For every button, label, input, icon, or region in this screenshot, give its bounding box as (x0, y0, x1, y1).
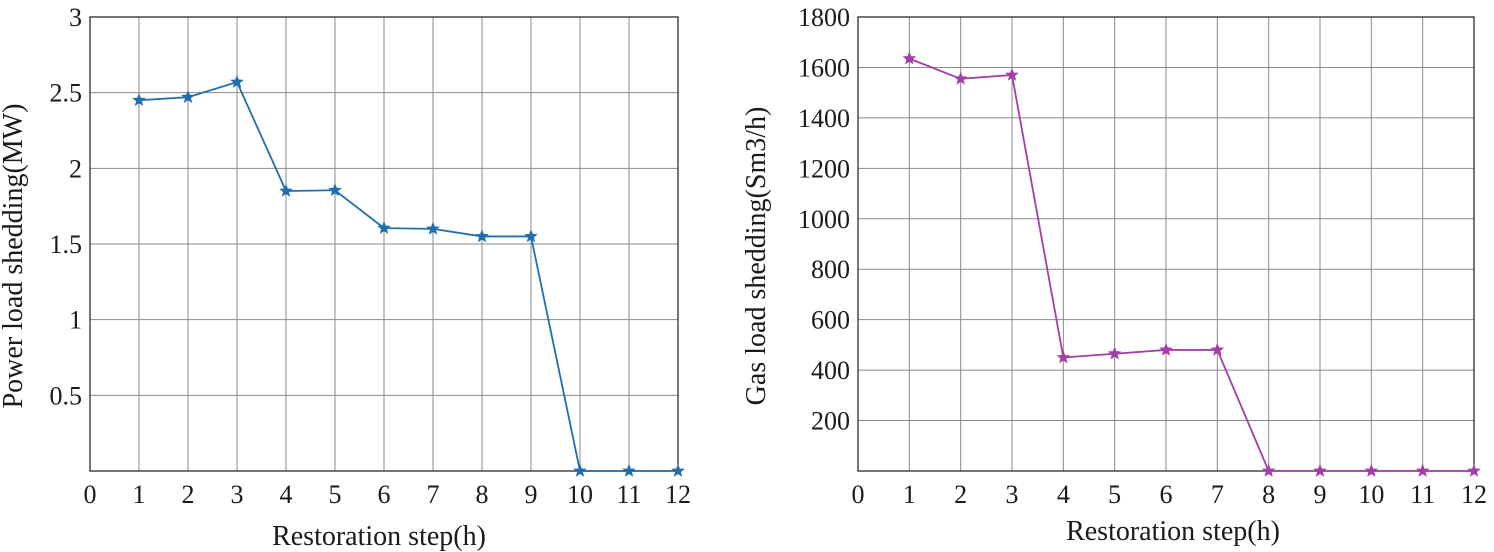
data-point-marker (671, 463, 685, 477)
data-point-marker (1005, 67, 1019, 81)
data-point-marker (622, 463, 636, 477)
x-tick-label: 0 (84, 480, 97, 509)
data-point-marker (426, 221, 440, 235)
x-tick-label: 10 (1358, 480, 1384, 509)
y-tick-label: 1200 (798, 154, 850, 183)
x-tick-label: 7 (427, 480, 440, 509)
data-point-marker (230, 74, 244, 88)
data-point-marker (1467, 463, 1481, 477)
x-tick-label: 6 (378, 480, 391, 509)
y-tick-label: 600 (811, 306, 850, 335)
x-tick-label: 6 (1160, 480, 1173, 509)
x-tick-label: 4 (280, 480, 293, 509)
y-tick-label: 1000 (798, 205, 850, 234)
x-tick-label: 8 (1262, 480, 1275, 509)
y-tick-label: 200 (811, 407, 850, 436)
x-tick-label: 11 (1410, 480, 1435, 509)
power-load-chart: 0 1 2 3 4 5 6 7 8 9 10 11 120.511.522.53Restoration … (0, 3, 691, 552)
x-tick-label: 2 (954, 480, 967, 509)
x-tick-label: 8 (476, 480, 489, 509)
series-line (909, 57, 1474, 472)
y-tick-label: 800 (811, 255, 850, 284)
y-tick-label: 2.5 (50, 79, 83, 108)
data-point-marker (377, 220, 391, 234)
data-point-marker (475, 229, 489, 243)
plot-frame (89, 16, 679, 472)
x-tick-label: 11 (616, 480, 641, 509)
x-tick-label: 1 (903, 480, 916, 509)
x-tick-label: 3 (231, 480, 244, 509)
x-axis-label: Restoration step(h) (1066, 516, 1280, 547)
data-point-marker (1159, 342, 1173, 356)
x-tick-label: 0 (852, 480, 865, 509)
y-tick-label: 1 (69, 306, 82, 335)
x-tick-label: 5 (329, 480, 342, 509)
data-point-marker (1313, 463, 1327, 477)
x-tick-label: 9 (1314, 480, 1327, 509)
y-tick-label: 1400 (798, 104, 850, 133)
data-point-marker (953, 71, 968, 85)
data-point-marker (279, 183, 293, 197)
data-point-marker (1056, 350, 1071, 364)
y-tick-label: 1.5 (50, 230, 83, 259)
data-point-marker (1210, 342, 1225, 356)
data-point-marker (1261, 463, 1276, 477)
y-tick-label: 0.5 (50, 381, 83, 410)
x-tick-label: 7 (1211, 480, 1224, 509)
series-line (138, 81, 678, 472)
data-point-marker (902, 51, 917, 65)
x-tick-label: 12 (665, 480, 691, 509)
y-axis-label: Gas load shedding(Sm3/h) (741, 107, 772, 406)
data-point-marker (573, 463, 587, 477)
data-point-marker (328, 183, 342, 197)
y-tick-label: 3 (69, 3, 82, 32)
x-tick-label: 1 (133, 480, 146, 509)
x-tick-label: 12 (1461, 480, 1487, 509)
data-point-marker (181, 90, 195, 103)
x-tick-label: 2 (182, 480, 195, 509)
data-point-marker (1107, 346, 1122, 360)
y-tick-label: 1800 (798, 3, 850, 32)
y-tick-label: 2 (69, 154, 82, 183)
data-point-marker (132, 93, 146, 106)
data-point-marker (524, 229, 538, 243)
plot-frame (857, 16, 1475, 472)
x-tick-label: 10 (567, 480, 593, 509)
x-tick-label: 5 (1108, 480, 1121, 509)
x-tick-label: 3 (1006, 480, 1019, 509)
x-tick-label: 9 (525, 480, 538, 509)
y-tick-label: 400 (811, 356, 850, 385)
y-axis-label: Power load shedding(MW) (0, 104, 29, 409)
x-axis-label: Restoration step(h) (272, 521, 486, 552)
data-point-marker (1364, 463, 1379, 477)
data-point-marker (1415, 463, 1430, 477)
gas-load-chart: 0 1 2 3 4 5 6 7 8 9 10 11 12200400600800100012001400… (741, 3, 1487, 547)
x-tick-label: 4 (1057, 480, 1070, 509)
y-tick-label: 1600 (798, 53, 850, 82)
